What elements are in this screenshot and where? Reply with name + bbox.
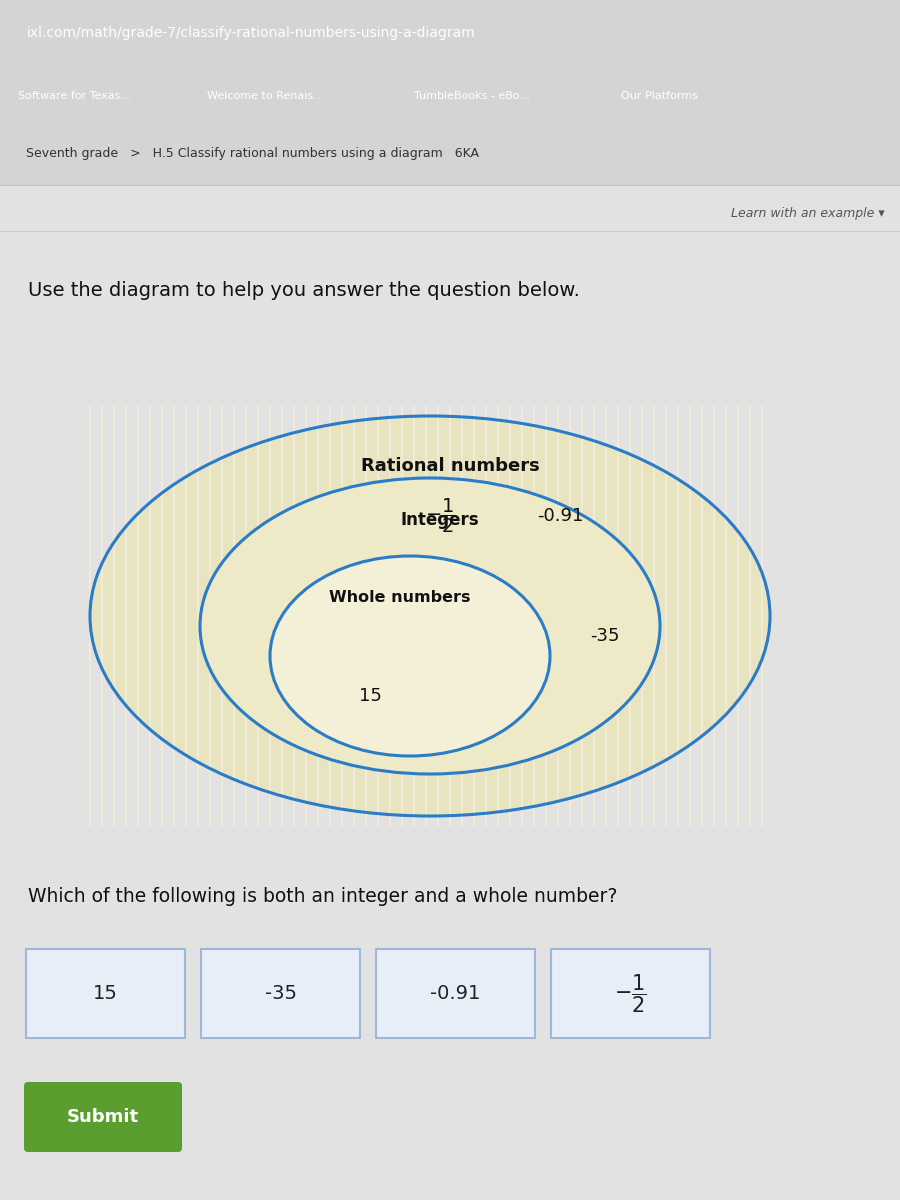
Ellipse shape [200,478,660,774]
Text: Seventh grade   >   H.5 Classify rational numbers using a diagram   6KA: Seventh grade > H.5 Classify rational nu… [18,146,479,160]
Text: Software for Texas...: Software for Texas... [18,91,131,101]
Text: Our Platforms: Our Platforms [621,91,698,101]
Text: -0.91: -0.91 [430,984,481,1003]
Ellipse shape [270,556,550,756]
Text: Which of the following is both an integer and a whole number?: Which of the following is both an intege… [28,887,617,906]
Text: ixl.com/math/grade-7/classify-rational-numbers-using-a-diagram: ixl.com/math/grade-7/classify-rational-n… [27,26,476,40]
FancyBboxPatch shape [201,949,360,1038]
Text: Submit: Submit [67,1108,140,1126]
FancyBboxPatch shape [376,949,535,1038]
Text: Whole numbers: Whole numbers [329,590,471,606]
Text: 15: 15 [358,686,382,704]
Text: 15: 15 [93,984,118,1003]
Text: -35: -35 [265,984,296,1003]
Text: Use the diagram to help you answer the question below.: Use the diagram to help you answer the q… [28,282,580,300]
Text: $-\dfrac{1}{2}$: $-\dfrac{1}{2}$ [614,972,647,1015]
FancyBboxPatch shape [24,1082,182,1152]
Text: $-\dfrac{1}{2}$: $-\dfrac{1}{2}$ [425,497,455,535]
Text: -0.91: -0.91 [536,506,583,526]
Text: Welcome to Renais...: Welcome to Renais... [207,91,324,101]
Text: TumbleBooks - eBo...: TumbleBooks - eBo... [414,91,530,101]
FancyBboxPatch shape [26,949,185,1038]
Text: Learn with an example ▾: Learn with an example ▾ [732,208,885,221]
FancyBboxPatch shape [551,949,710,1038]
Text: -35: -35 [590,626,620,646]
Ellipse shape [90,416,770,816]
Text: Integers: Integers [400,511,480,529]
Text: Rational numbers: Rational numbers [361,457,539,475]
